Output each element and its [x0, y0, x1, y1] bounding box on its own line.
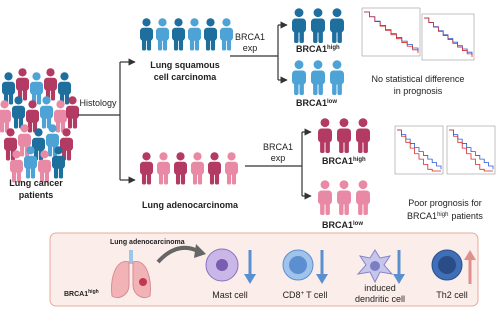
person-icon [330, 8, 344, 43]
lung-left [111, 261, 130, 299]
adeno-label: Lung adenocarcinoma [142, 200, 239, 210]
person-icon [220, 18, 233, 51]
level: low [327, 99, 337, 105]
survival-plots [361, 7, 496, 175]
person-icon [311, 8, 325, 43]
person-icon [40, 96, 53, 129]
split-label: BRCA1 [235, 32, 265, 42]
level: high [88, 289, 99, 295]
group-label: BRCA1high [322, 156, 366, 166]
gene: BRCA1 [64, 291, 88, 298]
person-icon [188, 18, 201, 51]
outcome-label: No statistical difference [372, 74, 465, 84]
person-icon [356, 180, 370, 215]
person-icon [337, 118, 351, 153]
person-icon [0, 100, 11, 133]
nucleus [438, 256, 456, 274]
sup: + [301, 291, 305, 297]
level: high [437, 212, 448, 218]
split-label: exp [271, 153, 286, 163]
tissue-label: Lung adenocarcinoma [110, 239, 185, 246]
gene: BRCA1 [296, 44, 327, 54]
group-label: BRCA1low [322, 220, 363, 230]
arrow-head [464, 250, 476, 260]
cell-label: CD8+ T cell [283, 290, 328, 300]
branch-line [78, 62, 121, 180]
person-icon [156, 18, 169, 51]
person-icon [225, 152, 238, 185]
split-label: exp [243, 43, 258, 53]
survival-curve [424, 17, 473, 57]
person-icon [12, 96, 25, 129]
cell-label: induced [364, 283, 396, 293]
person-icon [140, 152, 153, 185]
person-icon [174, 152, 187, 185]
person-icon [2, 72, 15, 105]
squamous-label: cell carcinoma [154, 72, 218, 82]
person-icon [140, 18, 153, 51]
nucleus [216, 259, 228, 271]
arrow-head [393, 274, 405, 284]
arrow-head [194, 244, 206, 258]
person-icon [44, 68, 57, 101]
gene: BRCA1 [322, 220, 353, 230]
person-icon [60, 128, 73, 161]
outcome-label: BRCA1high patients [407, 211, 483, 221]
person-icon [208, 152, 221, 185]
survival-curve [449, 129, 493, 172]
arrow-head [316, 274, 328, 284]
person-icon [191, 152, 204, 185]
text: patients [451, 211, 483, 221]
person-icon [157, 152, 170, 185]
branch-line [230, 25, 279, 80]
mechanism-box [49, 232, 479, 307]
group-label: BRCA1high [296, 44, 340, 54]
outcome-label: Poor prognosis for [408, 198, 482, 208]
group-label: BRCA1low [296, 98, 337, 108]
gene: BRCA1 [296, 98, 327, 108]
text: T cell [306, 290, 327, 300]
nucleus [289, 256, 307, 274]
person-icon [16, 68, 29, 101]
nucleus [370, 261, 380, 271]
cell-label: Th2 cell [436, 290, 468, 300]
text: CD8 [283, 290, 301, 300]
person-icon [311, 60, 325, 95]
person-icon [292, 8, 306, 43]
level: high [353, 157, 366, 163]
survival-curve [364, 11, 419, 53]
group-label: BRCA1high [64, 289, 99, 298]
split-label: BRCA1 [263, 142, 293, 152]
person-icon [330, 60, 344, 95]
person-icon [337, 180, 351, 215]
squamous-label: Lung squamous [150, 60, 220, 70]
person-icon [172, 18, 185, 51]
level: high [327, 45, 340, 51]
gene: BRCA1 [322, 156, 353, 166]
branch-line [245, 132, 303, 196]
person-icon [318, 118, 332, 153]
person-icon [356, 118, 370, 153]
trachea [129, 250, 133, 264]
outcome-label: in prognosis [394, 86, 443, 96]
person-icon [318, 180, 332, 215]
survival-curve [397, 129, 441, 172]
gene: BRCA1 [407, 211, 437, 221]
person-icon [204, 18, 217, 51]
arrow-head [244, 274, 256, 284]
lungs [111, 250, 151, 299]
tumor [139, 278, 147, 286]
cell-label: dendritic cell [355, 294, 405, 304]
patients-label: patients [19, 190, 54, 200]
histology-label: Histology [79, 98, 117, 108]
person-icon [292, 60, 306, 95]
person-icon [30, 72, 43, 105]
level: low [353, 221, 363, 227]
cell-label: Mast cell [212, 290, 248, 300]
patients-label: Lung cancer [9, 178, 63, 188]
